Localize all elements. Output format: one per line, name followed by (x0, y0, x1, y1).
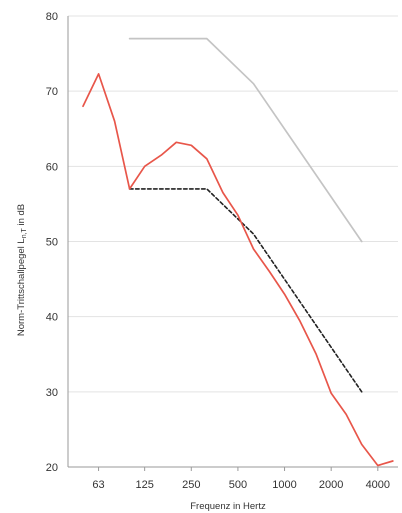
x-tick-label: 250 (182, 479, 200, 491)
y-axis-title-main: Norm-Trittschallpegel L (16, 238, 27, 336)
x-tick-label: 1000 (272, 479, 296, 491)
x-axis-title: Frequenz in Hertz (190, 501, 266, 512)
series-lines (82, 37, 394, 467)
y-axis-title-subscript: n,T (21, 227, 28, 238)
reference-curve-grey (128, 37, 363, 243)
x-tick-label: 2000 (319, 479, 343, 491)
y-axis-title-unit: in dB (16, 204, 27, 228)
y-tick-label: 60 (46, 161, 58, 173)
x-tick-label: 4000 (366, 479, 390, 491)
y-tick-labels: 20 30 40 50 60 70 80 (46, 11, 58, 474)
y-tick-label: 80 (46, 11, 58, 23)
y-tick-label: 40 (46, 312, 58, 324)
y-gridlines (68, 15, 398, 468)
measured-curve-red (82, 73, 394, 467)
x-tick-label: 500 (229, 479, 247, 491)
y-tick-label: 50 (46, 237, 58, 249)
y-axis-title: Norm-Trittschallpegel Ln,T in dB (16, 204, 28, 336)
x-tick-label: 125 (135, 479, 153, 491)
y-tick-label: 20 (46, 462, 58, 474)
x-tick-labels: 63 125 250 500 1000 2000 4000 (92, 479, 390, 491)
reference-curve-dashed (128, 188, 363, 393)
x-tick-label: 63 (92, 479, 104, 491)
y-tick-label: 70 (46, 86, 58, 98)
axis-frame (67, 16, 398, 471)
y-tick-label: 30 (46, 387, 58, 399)
